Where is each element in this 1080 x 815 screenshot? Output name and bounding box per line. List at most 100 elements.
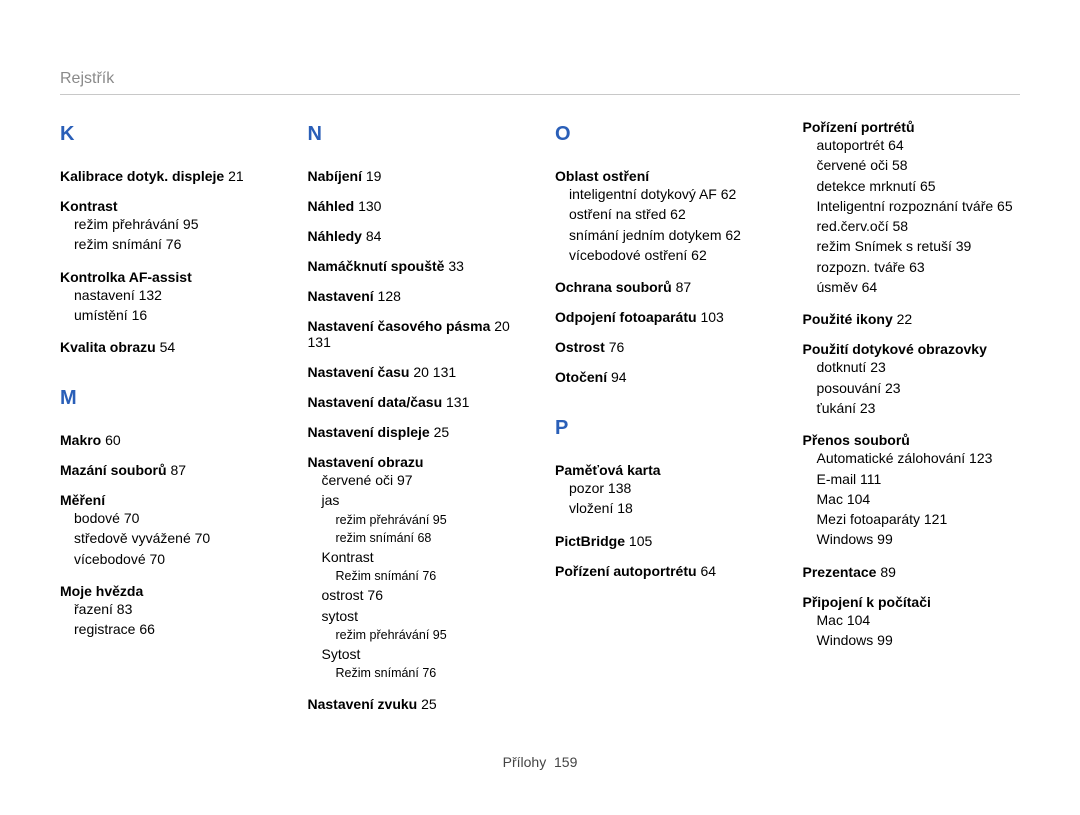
index-term[interactable]: Nastavení časového pásma 20 131 [308,318,526,350]
page-ref[interactable]: 64 [700,563,716,579]
index-term[interactable]: Nastavení obrazu [308,454,526,470]
index-term[interactable]: Kontrast [60,198,278,214]
index-subentry[interactable]: Sytost [322,644,526,664]
index-subentry[interactable]: řazení 83 [74,599,278,619]
index-term[interactable]: Otočení 94 [555,369,773,385]
index-subentry[interactable]: úsměv 64 [817,277,1021,297]
index-term[interactable]: Připojení k počítači [803,594,1021,610]
index-subentry-2[interactable]: režim snímání 68 [336,529,526,547]
index-term[interactable]: Nastavení zvuku 25 [308,696,526,712]
index-term[interactable]: Ostrost 76 [555,339,773,355]
index-subentry-2[interactable]: Režim snímání 76 [336,567,526,585]
index-subentry-2[interactable]: Režim snímání 76 [336,664,526,682]
index-subentry[interactable]: dotknutí 23 [817,357,1021,377]
index-subentry[interactable]: ostření na střed 62 [569,204,773,224]
page-ref[interactable]: 60 [105,432,121,448]
index-subentry[interactable]: vícebodové ostření 62 [569,245,773,265]
index-subentry[interactable]: umístění 16 [74,305,278,325]
index-subentry[interactable]: E-mail 111 [817,469,1021,489]
index-term[interactable]: PictBridge 105 [555,533,773,549]
index-subentry[interactable]: vícebodové 70 [74,549,278,569]
index-subentry[interactable]: Windows 99 [817,529,1021,549]
index-term[interactable]: Odpojení fotoaparátu 103 [555,309,773,325]
index-subentry[interactable]: režim Snímek s retuší 39 [817,236,1021,256]
page-ref[interactable]: 94 [611,369,627,385]
index-term[interactable]: Oblast ostření [555,168,773,184]
index-term[interactable]: Nastavení 128 [308,288,526,304]
index-subentry[interactable]: autoportrét 64 [817,135,1021,155]
page-ref[interactable]: 22 [897,311,913,327]
page-ref[interactable]: 87 [676,279,692,295]
page-ref[interactable]: 128 [378,288,401,304]
index-term[interactable]: Pořízení portrétů [803,119,1021,135]
index-term[interactable]: Nabíjení 19 [308,168,526,184]
page-ref[interactable]: 103 [700,309,723,325]
index-subentry[interactable]: snímání jedním dotykem 62 [569,225,773,245]
index-subentry[interactable]: nastavení 132 [74,285,278,305]
index-subentry[interactable]: jas [322,490,526,510]
index-term[interactable]: Kontrolka AF-assist [60,269,278,285]
index-subentry[interactable]: pozor 138 [569,478,773,498]
page-ref[interactable]: 19 [366,168,382,184]
index-term[interactable]: Moje hvězda [60,583,278,599]
index-term[interactable]: Ochrana souborů 87 [555,279,773,295]
index-term[interactable]: Paměťová karta [555,462,773,478]
index-term[interactable]: Kvalita obrazu 54 [60,339,278,355]
index-term[interactable]: Pořízení autoportrétu 64 [555,563,773,579]
page-ref[interactable]: 25 [421,696,437,712]
index-term[interactable]: Náhledy 84 [308,228,526,244]
index-term[interactable]: Použití dotykové obrazovky [803,341,1021,357]
page-ref[interactable]: 131 [446,394,469,410]
index-term[interactable]: Použité ikony 22 [803,311,1021,327]
index-subentry[interactable]: Automatické zálohování 123 [817,448,1021,468]
page-ref[interactable]: 21 [228,168,244,184]
index-subentry[interactable]: red.červ.očí 58 [817,216,1021,236]
index-term[interactable]: Náhled 130 [308,198,526,214]
index-subentry[interactable]: Mac 104 [817,489,1021,509]
index-subentry[interactable]: posouvání 23 [817,378,1021,398]
index-subentry[interactable]: Mezi fotoaparáty 121 [817,509,1021,529]
index-subentry[interactable]: ťukání 23 [817,398,1021,418]
index-subentry[interactable]: režim snímání 76 [74,234,278,254]
index-term[interactable]: Mazání souborů 87 [60,462,278,478]
index-term[interactable]: Prezentace 89 [803,564,1021,580]
index-subentry-2[interactable]: režim přehrávání 95 [336,626,526,644]
index-entry: Náhled 130 [308,198,526,214]
index-subentry[interactable]: registrace 66 [74,619,278,639]
page-ref[interactable]: 76 [609,339,625,355]
index-subentry[interactable]: Windows 99 [817,630,1021,650]
index-subentry[interactable]: Mac 104 [817,610,1021,630]
page-ref[interactable]: 20 131 [308,318,510,350]
index-subentry[interactable]: detekce mrknutí 65 [817,176,1021,196]
page-ref[interactable]: 87 [170,462,186,478]
index-subentry[interactable]: sytost [322,606,526,626]
page-ref[interactable]: 105 [629,533,652,549]
page-ref[interactable]: 89 [880,564,896,580]
index-subentry[interactable]: bodové 70 [74,508,278,528]
page-ref[interactable]: 130 [358,198,381,214]
index-subentry[interactable]: středově vyvážené 70 [74,528,278,548]
index-subentry[interactable]: rozpozn. tváře 63 [817,257,1021,277]
page-ref[interactable]: 33 [448,258,464,274]
index-subentry[interactable]: ostrost 76 [322,585,526,605]
index-subentry[interactable]: režim přehrávání 95 [74,214,278,234]
index-subentry[interactable]: inteligentní dotykový AF 62 [569,184,773,204]
index-term[interactable]: Nastavení času 20 131 [308,364,526,380]
index-subentry[interactable]: červené oči 58 [817,155,1021,175]
index-subentry[interactable]: Inteligentní rozpoznání tváře 65 [817,196,1021,216]
page-ref[interactable]: 84 [366,228,382,244]
index-term[interactable]: Měření [60,492,278,508]
index-term[interactable]: Namáčknutí spouště 33 [308,258,526,274]
page-ref[interactable]: 54 [160,339,176,355]
page-ref[interactable]: 25 [434,424,450,440]
index-term[interactable]: Nastavení data/času 131 [308,394,526,410]
index-term[interactable]: Přenos souborů [803,432,1021,448]
index-subentry[interactable]: vložení 18 [569,498,773,518]
index-term[interactable]: Makro 60 [60,432,278,448]
index-subentry[interactable]: červené oči 97 [322,470,526,490]
page-ref[interactable]: 20 131 [413,364,456,380]
index-term[interactable]: Kalibrace dotyk. displeje 21 [60,168,278,184]
index-term[interactable]: Nastavení displeje 25 [308,424,526,440]
index-subentry-2[interactable]: režim přehrávání 95 [336,511,526,529]
index-subentry[interactable]: Kontrast [322,547,526,567]
